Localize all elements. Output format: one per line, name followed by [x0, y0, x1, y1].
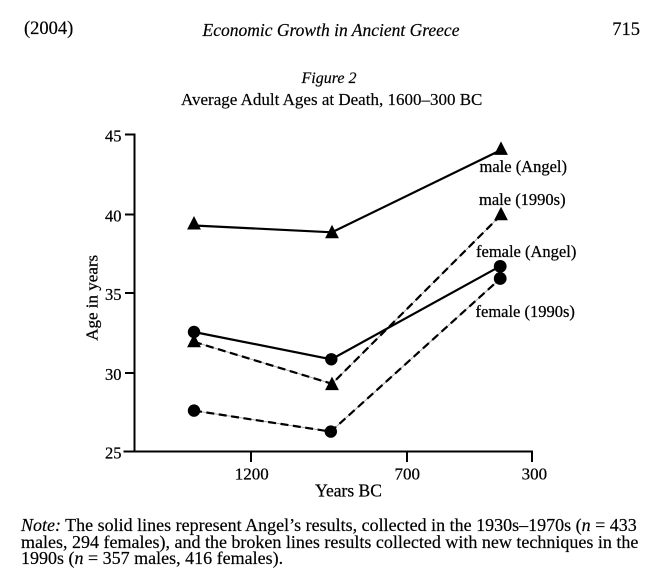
- svg-text:40: 40: [105, 207, 122, 226]
- svg-text:25: 25: [105, 444, 122, 463]
- svg-text:female (1990s): female (1990s): [476, 302, 575, 321]
- svg-text:1200: 1200: [235, 465, 269, 484]
- svg-text:700: 700: [395, 465, 421, 484]
- svg-text:45: 45: [105, 127, 122, 146]
- svg-text:male (Angel): male (Angel): [480, 157, 568, 176]
- svg-text:300: 300: [522, 465, 548, 484]
- svg-text:male (1990s): male (1990s): [479, 190, 566, 209]
- svg-text:Age in years: Age in years: [83, 255, 102, 341]
- svg-text:35: 35: [105, 285, 122, 304]
- svg-text:30: 30: [105, 365, 122, 384]
- svg-text:Years BC: Years BC: [315, 481, 382, 501]
- svg-text:female (Angel): female (Angel): [476, 242, 576, 261]
